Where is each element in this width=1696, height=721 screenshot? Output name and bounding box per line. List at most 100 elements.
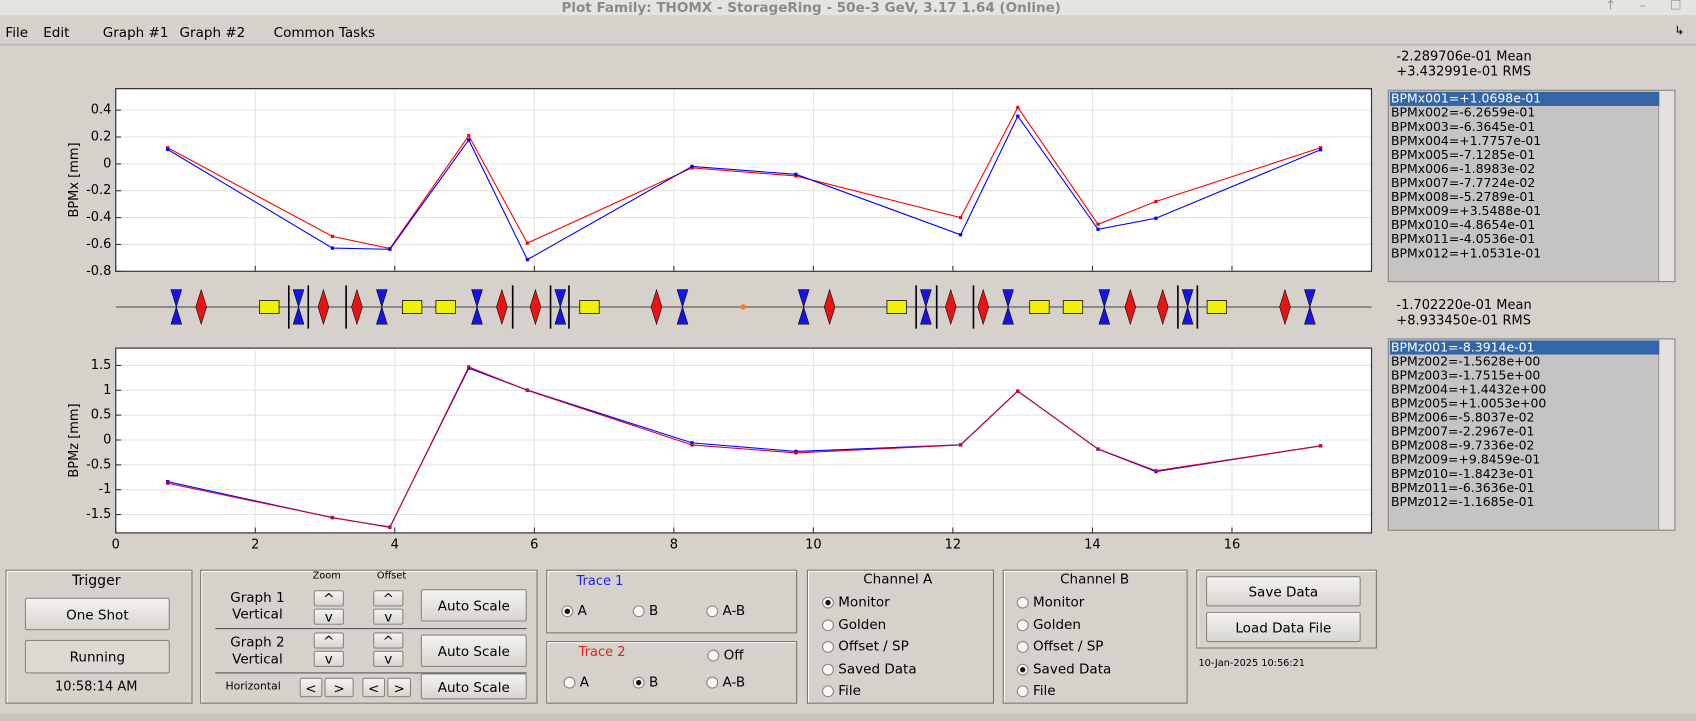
list-item[interactable]: BPMz007=-2.2967e-01 bbox=[1390, 423, 1535, 439]
radio-button[interactable] bbox=[822, 596, 834, 609]
radio-label[interactable]: Offset / SP bbox=[1032, 637, 1104, 654]
running-button[interactable]: Running bbox=[24, 639, 170, 674]
list-item[interactable]: BPMz009=+9.8459e-01 bbox=[1390, 451, 1541, 467]
scrollbar[interactable] bbox=[1658, 339, 1675, 530]
offset-down[interactable]: v bbox=[373, 650, 404, 667]
radio-label[interactable]: B bbox=[648, 602, 659, 619]
list-item[interactable]: BPMx006=-1.8983e-02 bbox=[1390, 161, 1536, 177]
menu-item[interactable]: Graph #2 bbox=[179, 23, 246, 40]
zoom-down[interactable]: v bbox=[313, 608, 344, 625]
offset-up[interactable]: ^ bbox=[373, 632, 404, 649]
radio-label[interactable]: Offset / SP bbox=[838, 637, 909, 654]
zoom-right[interactable]: > bbox=[324, 677, 354, 698]
menu-arrow[interactable]: ↳ bbox=[1674, 23, 1685, 38]
list-item[interactable]: BPMx005=-7.1285e-01 bbox=[1390, 147, 1536, 163]
window-buttons[interactable]: ↑ – ☐ ✕ bbox=[1605, 0, 1696, 13]
list-item[interactable]: BPMz008=-9.7336e-02 bbox=[1390, 437, 1535, 453]
radio-label[interactable]: File bbox=[838, 682, 861, 699]
menu-item[interactable]: Graph #1 bbox=[102, 23, 169, 40]
series-marker bbox=[794, 451, 798, 455]
radio-label[interactable]: A-B bbox=[722, 673, 746, 690]
load-data-button[interactable]: Load Data File bbox=[1206, 611, 1361, 643]
radio-button[interactable] bbox=[1016, 663, 1029, 676]
radio-button[interactable] bbox=[706, 605, 719, 618]
radio-label[interactable]: B bbox=[648, 673, 659, 690]
list-item[interactable]: BPMx007=-7.7724e-02 bbox=[1390, 175, 1536, 191]
list-item[interactable]: BPMz002=-1.5628e+00 bbox=[1390, 353, 1541, 369]
zoom-left[interactable]: < bbox=[299, 677, 323, 698]
radio-label[interactable]: Saved Data bbox=[1032, 660, 1112, 677]
radio-label[interactable]: Monitor bbox=[838, 593, 890, 610]
bpmz-list[interactable]: BPMz001=-8.3914e-01 BPMz002=-1.5628e+00 BP… bbox=[1387, 338, 1676, 531]
list-item[interactable]: BPMx008=-5.2789e-01 bbox=[1390, 189, 1536, 205]
bpmx-list[interactable]: BPMx001=+1.0698e-01 BPMx002=-6.2659e-01 BP… bbox=[1387, 89, 1676, 283]
radio-label[interactable]: A bbox=[577, 602, 587, 619]
auto-scale-1[interactable]: Auto Scale bbox=[420, 589, 527, 622]
radio-button[interactable] bbox=[1016, 641, 1029, 653]
list-item[interactable]: BPMz010=-1.8423e-01 bbox=[1390, 465, 1535, 482]
trace2-panel bbox=[546, 641, 798, 704]
radio-button[interactable] bbox=[822, 619, 834, 632]
series-marker bbox=[1318, 444, 1323, 448]
radio-button[interactable] bbox=[1016, 685, 1029, 698]
dipole bbox=[259, 300, 280, 314]
offset-right[interactable]: > bbox=[387, 677, 412, 698]
series-marker bbox=[958, 215, 963, 220]
x-tick-label: 14 bbox=[1084, 537, 1101, 552]
list-item[interactable]: BPMx004=+1.7757e-01 bbox=[1390, 132, 1542, 149]
list-item[interactable]: BPMx002=-6.2659e-01 bbox=[1390, 104, 1536, 120]
series-marker bbox=[467, 365, 471, 369]
list-item[interactable]: BPMz003=-1.7515e+00 bbox=[1390, 367, 1541, 383]
one-shot-button[interactable]: One Shot bbox=[24, 597, 170, 631]
save-data-button[interactable]: Save Data bbox=[1206, 576, 1361, 607]
radio-button[interactable] bbox=[822, 663, 834, 676]
list-item[interactable]: BPMz005=+1.0053e+00 bbox=[1390, 395, 1547, 411]
offset-up[interactable]: ^ bbox=[373, 590, 404, 607]
radio-label[interactable]: A bbox=[579, 673, 590, 690]
radio-label[interactable]: File bbox=[1032, 682, 1056, 699]
list-item[interactable]: BPMx001=+1.0698e-01 bbox=[1389, 91, 1660, 106]
list-item[interactable]: BPMz004=+1.4432e+00 bbox=[1390, 381, 1547, 397]
list-item[interactable]: BPMx010=-4.8654e-01 bbox=[1390, 217, 1536, 233]
menu-item[interactable]: Edit bbox=[43, 23, 70, 40]
menu-item[interactable]: Common Tasks bbox=[273, 23, 376, 40]
radio-button[interactable] bbox=[706, 676, 719, 689]
series-marker bbox=[467, 138, 471, 142]
list-item[interactable]: BPMz012=-1.1685e-01 bbox=[1390, 493, 1535, 510]
radio-label[interactable]: A-B bbox=[722, 602, 746, 619]
radio-label[interactable]: Golden bbox=[1032, 616, 1081, 633]
menu-item[interactable]: File bbox=[5, 23, 29, 40]
radio-label[interactable]: Saved Data bbox=[838, 660, 917, 677]
auto-scale-2[interactable]: Auto Scale bbox=[420, 634, 527, 667]
zoom-up[interactable]: ^ bbox=[313, 590, 344, 607]
list-item[interactable]: BPMx011=-4.0536e-01 bbox=[1390, 231, 1536, 247]
radio-button[interactable] bbox=[1016, 619, 1029, 632]
y-tick-label: -0.8 bbox=[86, 264, 111, 279]
list-item[interactable]: BPMx012=+1.0531e-01 bbox=[1390, 245, 1542, 261]
scrollbar[interactable] bbox=[1658, 90, 1675, 282]
zoom-down[interactable]: v bbox=[313, 650, 344, 667]
radio-button[interactable] bbox=[822, 685, 834, 698]
radio-button[interactable] bbox=[632, 605, 645, 618]
list-item[interactable]: BPMx003=-6.3645e-01 bbox=[1390, 118, 1536, 135]
y-tick-label: 0 bbox=[103, 156, 111, 171]
radio-button[interactable] bbox=[561, 605, 574, 618]
auto-scale-h[interactable]: Auto Scale bbox=[420, 673, 527, 700]
list-item[interactable]: BPMx009=+3.5488e-01 bbox=[1390, 203, 1542, 219]
radio-label[interactable]: Monitor bbox=[1032, 593, 1085, 610]
radio-label[interactable]: Off bbox=[723, 646, 744, 663]
x-mean: -2.289706e-01 Mean bbox=[1396, 48, 1532, 64]
list-item[interactable]: BPMz011=-6.3636e-01 bbox=[1390, 479, 1535, 496]
offset-down[interactable]: v bbox=[373, 608, 404, 625]
offset-left[interactable]: < bbox=[362, 677, 386, 698]
radio-button[interactable] bbox=[1016, 596, 1029, 609]
radio-button[interactable] bbox=[822, 641, 834, 653]
list-item[interactable]: BPMz006=-5.8037e-02 bbox=[1390, 409, 1535, 425]
zoom-up[interactable]: ^ bbox=[313, 632, 344, 649]
series-marker bbox=[1016, 389, 1020, 393]
radio-button[interactable] bbox=[707, 649, 720, 662]
list-item[interactable]: BPMz001=-8.3914e-01 bbox=[1389, 340, 1660, 355]
radio-button[interactable] bbox=[563, 676, 576, 689]
radio-button[interactable] bbox=[632, 676, 645, 689]
radio-label[interactable]: Golden bbox=[838, 616, 887, 633]
